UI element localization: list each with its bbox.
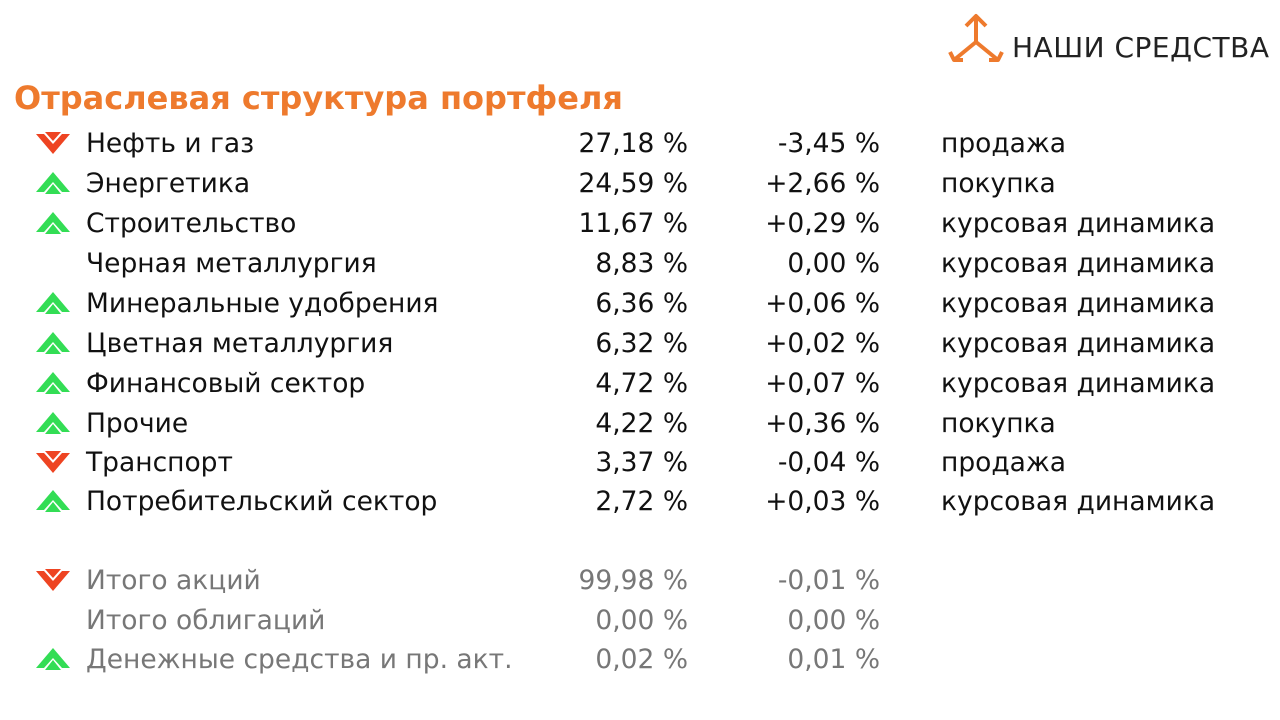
row-share: 4,72 % (595, 368, 688, 399)
arrow-up-icon (34, 410, 72, 438)
row-name: Транспорт (86, 447, 233, 478)
sector-row: Финансовый сектор 4,72 % +0,07 % курсовая д… (0, 364, 1280, 404)
row-change: +0,07 % (765, 368, 880, 399)
row-name: Минеральные удобрения (86, 288, 439, 319)
row-action: курсовая динамика (941, 208, 1216, 239)
arrow-up-icon (34, 330, 72, 358)
row-share: 2,72 % (595, 486, 688, 517)
row-name: Прочие (86, 408, 189, 439)
sector-row: Цветная металлургия 6,32 % +0,02 % курсовая… (0, 324, 1280, 364)
row-action: продажа (941, 447, 1067, 478)
row-share: 27,18 % (578, 128, 688, 159)
brand-name: НАШИ СРЕДСТВА (1012, 31, 1270, 64)
row-share: 11,67 % (578, 208, 688, 239)
sector-row: Энергетика 24,59 % +2,66 % покупка (0, 164, 1280, 204)
sector-row: Транспорт 3,37 % -0,04 % продажа (0, 443, 1280, 483)
total-row: Итого акций 99,98 % -0,01 % (0, 561, 1280, 601)
arrow-up-icon (34, 170, 72, 198)
no-trend-icon (34, 607, 72, 635)
row-action: покупка (941, 168, 1056, 199)
row-name: Денежные средства и пр. акт. (86, 644, 513, 675)
arrow-up-icon (34, 488, 72, 516)
row-change: +0,29 % (765, 208, 880, 239)
row-action: курсовая динамика (941, 328, 1216, 359)
row-change: +0,02 % (765, 328, 880, 359)
row-share: 0,00 % (595, 605, 688, 636)
row-action: курсовая динамика (941, 248, 1216, 279)
no-trend-icon (34, 250, 72, 278)
row-share: 99,98 % (578, 565, 688, 596)
row-change: 0,01 % (787, 644, 880, 675)
row-name: Потребительский сектор (86, 486, 438, 517)
row-share: 6,36 % (595, 288, 688, 319)
row-change: -0,01 % (777, 565, 880, 596)
arrow-down-icon (34, 449, 72, 477)
row-share: 8,83 % (595, 248, 688, 279)
row-name: Энергетика (86, 168, 251, 199)
row-name: Черная металлургия (86, 248, 377, 279)
row-action: курсовая динамика (941, 368, 1216, 399)
row-name: Итого облигаций (86, 605, 326, 636)
row-change: 0,00 % (787, 248, 880, 279)
row-change: +0,03 % (765, 486, 880, 517)
sector-row: Минеральные удобрения 6,36 % +0,06 % курсов… (0, 284, 1280, 324)
row-share: 6,32 % (595, 328, 688, 359)
row-share: 3,37 % (595, 447, 688, 478)
total-row: Итого облигаций 0,00 % 0,00 % (0, 601, 1280, 641)
row-change: -3,45 % (777, 128, 880, 159)
brand-logo: НАШИ СРЕДСТВА (946, 12, 1269, 66)
row-action: курсовая динамика (941, 486, 1216, 517)
row-share: 4,22 % (595, 408, 688, 439)
sector-row: Прочие 4,22 % +0,36 % покупка (0, 404, 1280, 444)
row-change: +0,36 % (765, 408, 880, 439)
arrow-up-icon (34, 210, 72, 238)
sector-row: Строительство 11,67 % +0,29 % курсовая дина… (0, 204, 1280, 244)
row-change: -0,04 % (777, 447, 880, 478)
row-action: покупка (941, 408, 1056, 439)
arrow-down-icon (34, 130, 72, 158)
row-share: 0,02 % (595, 644, 688, 675)
brand-logo-icon (948, 14, 1004, 62)
arrow-down-icon (34, 567, 72, 595)
row-name: Нефть и газ (86, 128, 255, 159)
arrow-up-icon (34, 290, 72, 318)
row-change: +2,66 % (765, 168, 880, 199)
row-share: 24,59 % (578, 168, 688, 199)
row-name: Строительство (86, 208, 297, 239)
row-name: Итого акций (86, 565, 261, 596)
sector-row: Черная металлургия 8,83 % 0,00 % курсовая д… (0, 244, 1280, 284)
row-change: +0,06 % (765, 288, 880, 319)
total-row: Денежные средства и пр. акт. 0,02 % 0,01 % (0, 640, 1280, 680)
arrow-up-icon (34, 370, 72, 398)
page-title: Отраслевая структура портфеля (14, 79, 623, 117)
row-action: курсовая динамика (941, 288, 1216, 319)
row-action: продажа (941, 128, 1067, 159)
row-change: 0,00 % (787, 605, 880, 636)
row-name: Цветная металлургия (86, 328, 394, 359)
sector-row: Потребительский сектор 2,72 % +0,03 % курсо… (0, 482, 1280, 522)
sector-row: Нефть и газ 27,18 % -3,45 % продажа (0, 124, 1280, 164)
arrow-up-icon (34, 646, 72, 674)
row-name: Финансовый сектор (86, 368, 366, 399)
